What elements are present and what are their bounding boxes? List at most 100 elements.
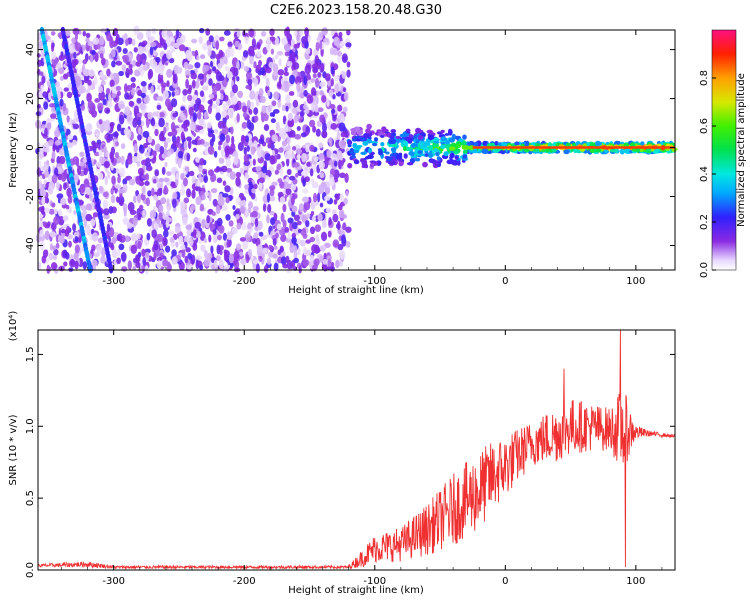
noise-cell	[44, 170, 50, 178]
noise-cell	[280, 234, 287, 243]
noise-cell	[185, 78, 190, 89]
noise-cell	[312, 73, 317, 79]
noise-cell	[137, 167, 144, 176]
noise-cell	[328, 177, 335, 187]
noise-cell	[51, 174, 58, 184]
noise-cell	[171, 134, 177, 143]
noise-cell	[184, 166, 190, 172]
signal-cell	[624, 148, 631, 154]
noise-cell	[264, 153, 271, 161]
noise-cell	[136, 53, 143, 63]
noise-cell	[140, 46, 147, 52]
noise-cell	[98, 85, 103, 94]
noise-cell	[311, 181, 319, 189]
signal-cell	[405, 128, 411, 133]
noise-cell	[296, 220, 302, 226]
noise-cell	[148, 68, 154, 79]
noise-cell	[235, 243, 242, 251]
signal-cell	[453, 150, 459, 155]
noise-cell	[79, 151, 85, 157]
noise-cell	[112, 72, 119, 79]
signal-cell	[366, 123, 372, 130]
signal-cell	[369, 160, 377, 164]
noise-cell	[166, 80, 170, 88]
x-tick-label: -100	[363, 576, 386, 587]
noise-cell	[266, 192, 271, 203]
noise-cell	[186, 188, 191, 198]
noise-cell	[234, 151, 239, 159]
noise-cell	[163, 237, 168, 246]
noise-cell	[224, 185, 231, 193]
noise-cell	[45, 35, 51, 41]
signal-cell	[395, 154, 403, 160]
noise-cell	[284, 66, 288, 73]
noise-cell	[73, 210, 77, 215]
noise-cell	[324, 73, 331, 82]
noise-cell	[302, 259, 310, 267]
noise-cell	[250, 146, 256, 156]
noise-cell	[220, 149, 225, 158]
noise-cell	[92, 142, 99, 149]
noise-cell	[309, 168, 314, 177]
noise-cell	[213, 128, 219, 134]
noise-cell	[240, 258, 247, 265]
noise-cell	[301, 36, 308, 44]
noise-cell	[81, 205, 88, 212]
noise-cell	[186, 64, 194, 70]
noise-cell	[201, 194, 206, 201]
noise-cell	[166, 150, 171, 158]
signal-cell	[443, 151, 449, 157]
spectrogram-frame	[37, 29, 676, 271]
noise-cell	[51, 51, 57, 60]
noise-cell	[120, 251, 127, 262]
spectrogram-y-label: Frequency (Hz)	[8, 112, 19, 188]
noise-cell	[244, 208, 249, 219]
noise-cell	[85, 32, 91, 39]
signal-cell	[583, 150, 589, 154]
noise-cell	[124, 38, 129, 46]
noise-cell	[285, 105, 289, 112]
noise-cell	[94, 76, 98, 86]
noise-cell	[331, 209, 337, 216]
noise-cell	[137, 213, 142, 221]
noise-cell	[339, 160, 345, 167]
noise-cell	[194, 221, 202, 229]
noise-cell	[159, 243, 164, 250]
noise-cell	[228, 220, 234, 227]
noise-cell	[131, 156, 139, 163]
noise-cell	[110, 153, 115, 164]
noise-cell	[69, 45, 73, 54]
noise-cell	[247, 222, 252, 230]
noise-cell	[297, 247, 301, 256]
noise-cell	[336, 131, 341, 140]
signal-cell	[427, 134, 435, 141]
noise-cell	[163, 126, 167, 134]
noise-cell	[202, 42, 208, 51]
signal-cell	[433, 147, 438, 153]
noise-cell	[73, 251, 79, 260]
signal-cell	[398, 160, 404, 167]
noise-cell	[292, 107, 298, 115]
noise-cell	[119, 103, 125, 109]
noise-cell	[271, 100, 277, 107]
noise-cell	[100, 256, 106, 264]
snr-panel: -300 -200 -100 0 100 0.0 0.5 1.0 1.5 Height of …	[8, 311, 676, 596]
x-tick-label: -200	[233, 576, 256, 587]
noise-cell	[265, 66, 272, 74]
noise-cell	[247, 207, 252, 214]
noise-cell	[189, 100, 195, 107]
noise-cell	[287, 112, 293, 121]
noise-cell	[245, 84, 252, 90]
noise-cell	[119, 114, 125, 125]
noise-cell	[111, 88, 117, 94]
signal-cell	[439, 144, 446, 149]
noise-cell	[47, 221, 51, 227]
noise-cell	[274, 37, 280, 46]
noise-cell	[322, 258, 328, 265]
noise-cell	[72, 223, 77, 232]
noise-cell	[334, 32, 339, 38]
noise-cell	[290, 183, 297, 191]
noise-cell	[315, 128, 321, 137]
noise-cell	[221, 110, 227, 118]
noise-cell	[320, 231, 328, 242]
